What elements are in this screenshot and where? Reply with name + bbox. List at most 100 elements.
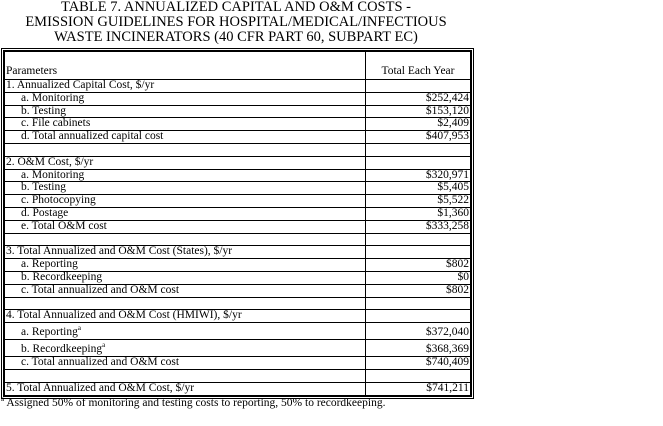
row-label: b. Testing — [4, 181, 366, 196]
table-row: a. Reporting $802 — [4, 258, 471, 272]
row-label-text: e. Total O&M cost — [21, 219, 107, 232]
footnote-text: Assigned 50% of monitoring and testing c… — [4, 397, 386, 409]
row-value: $5,405 — [365, 181, 471, 196]
row-label: c. File cabinets — [4, 117, 366, 132]
row-label-text: b. Testing — [21, 181, 66, 194]
row-label: 1. Annualized Capital Cost, $/yr — [4, 79, 366, 93]
row-value: $333,258 — [365, 219, 471, 234]
header-parameters: Parameters — [4, 51, 366, 80]
row-label: a. Reportinga — [4, 322, 366, 341]
row-label: b. Recordkeeping — [4, 270, 366, 285]
row-value — [365, 79, 471, 93]
row-value: $320,971 — [365, 168, 471, 183]
row-value: $802 — [365, 283, 471, 298]
row-label: e. Total O&M cost — [4, 219, 366, 234]
header-row: Parameters Total Each Year — [4, 51, 471, 80]
footnote-marker: a — [1, 395, 5, 404]
row-label: 4. Total Annualized and O&M Cost (HMIWI)… — [4, 309, 366, 324]
table-row: d. Total annualized capital cost $407,953 — [4, 130, 471, 144]
row-label: c. Total annualized and O&M cost — [4, 356, 366, 370]
row-value — [365, 155, 471, 170]
table-row: d. Postage $1,360 — [4, 206, 471, 221]
row-label-text: b. Testing — [21, 104, 66, 117]
table-row: 3. Total Annualized and O&M Cost (States… — [4, 245, 471, 260]
table-row: c. Total annualized and O&M cost $802 — [4, 283, 471, 298]
row-value: $802 — [365, 258, 471, 272]
row-label-text: a. Monitoring — [21, 91, 85, 104]
row-label: a. Reporting — [4, 258, 366, 272]
title-line-1: TABLE 7. ANNUALIZED CAPITAL AND O&M COST… — [61, 0, 411, 15]
table-row: 4. Total Annualized and O&M Cost (HMIWI)… — [4, 309, 471, 324]
row-value: $5,522 — [365, 194, 471, 208]
footnote-ref: a — [102, 341, 106, 350]
title-line-3: WASTE INCINERATORS (40 CFR PART 60, SUBP… — [54, 29, 418, 45]
table-row: a. Reportinga $372,040 — [4, 322, 471, 341]
row-label-text: a. Reporting — [21, 326, 78, 339]
row-label — [4, 296, 366, 311]
row-label: a. Monitoring — [4, 168, 366, 183]
row-value — [365, 309, 471, 324]
footnote: a Assigned 50% of monitoring and testing… — [1, 395, 421, 410]
row-value — [365, 142, 471, 157]
table-row: b. Recordkeeping $0 — [4, 270, 471, 285]
table-title: TABLE 7. ANNUALIZED CAPITAL AND O&M COST… — [0, 0, 472, 45]
row-label: 2. O&M Cost, $/yr — [4, 155, 366, 170]
table-row: b. Testing $153,120 — [4, 104, 471, 119]
table-row: c. File cabinets $2,409 — [4, 117, 471, 132]
row-label-text: b. Recordkeeping — [21, 343, 103, 356]
footnote-ref: a — [77, 324, 81, 333]
table-row: b. Testing $5,405 — [4, 181, 471, 196]
row-label: c. Total annualized and O&M cost — [4, 283, 366, 298]
row-label-text: 1. Annualized Capital Cost, $/yr — [6, 79, 155, 91]
table-row: b. Recordkeepinga $368,369 — [4, 339, 471, 358]
row-value: $407,953 — [365, 130, 471, 144]
table-row — [4, 142, 471, 157]
row-label: b. Testing — [4, 104, 366, 119]
table-row: 2. O&M Cost, $/yr — [4, 155, 471, 170]
row-label-text: d. Postage — [21, 206, 69, 219]
row-value — [365, 368, 471, 383]
title-line-2: EMISSION GUIDELINES FOR HOSPITAL/MEDICAL… — [25, 14, 447, 30]
row-label: c. Photocopying — [4, 194, 366, 208]
row-value: $252,424 — [365, 91, 471, 106]
row-value: $0 — [365, 270, 471, 285]
row-label-text: d. Total annualized capital cost — [21, 130, 164, 143]
table-row: 5. Total Annualized and O&M Cost, $/yr $7… — [4, 381, 471, 396]
row-label-text: c. Total annualized and O&M cost — [21, 356, 180, 369]
header-total-each-year: Total Each Year — [365, 51, 471, 80]
row-value: $740,409 — [365, 356, 471, 370]
row-label-text: b. Recordkeeping — [21, 270, 103, 283]
cost-table: Parameters Total Each Year 1. Annualized… — [1, 48, 474, 399]
row-label-text: c. Photocopying — [21, 194, 96, 207]
row-label-text: a. Monitoring — [21, 168, 85, 181]
table-row: a. Monitoring $252,424 — [4, 91, 471, 106]
row-label: 5. Total Annualized and O&M Cost, $/yr — [4, 381, 366, 396]
table-row: a. Monitoring $320,971 — [4, 168, 471, 183]
table-row — [4, 368, 471, 383]
row-value: $1,360 — [365, 206, 471, 221]
row-label: b. Recordkeepinga — [4, 339, 366, 358]
table-row: c. Photocopying $5,522 — [4, 194, 471, 208]
row-value: $153,120 — [365, 104, 471, 119]
row-value: $368,369 — [365, 339, 471, 358]
row-label: 3. Total Annualized and O&M Cost (States… — [4, 245, 366, 260]
row-label-text: 5. Total Annualized and O&M Cost, $/yr — [6, 381, 195, 394]
row-label-text: 4. Total Annualized and O&M Cost (HMIWI)… — [6, 309, 242, 322]
row-label — [4, 368, 366, 383]
row-value — [365, 296, 471, 311]
row-label: d. Total annualized capital cost — [4, 130, 366, 144]
row-label — [4, 232, 366, 247]
row-value: $741,211 — [365, 381, 471, 396]
row-label — [4, 142, 366, 157]
row-label: a. Monitoring — [4, 91, 366, 106]
table-row — [4, 232, 471, 247]
row-label-text: 2. O&M Cost, $/yr — [6, 155, 94, 168]
row-label-text: c. Total annualized and O&M cost — [21, 283, 180, 296]
table-row: e. Total O&M cost $333,258 — [4, 219, 471, 234]
row-label: d. Postage — [4, 206, 366, 221]
row-value — [365, 232, 471, 247]
row-value — [365, 245, 471, 260]
table-row: 1. Annualized Capital Cost, $/yr — [4, 79, 471, 93]
row-label-text: a. Reporting — [21, 258, 78, 271]
row-value: $372,040 — [365, 322, 471, 341]
